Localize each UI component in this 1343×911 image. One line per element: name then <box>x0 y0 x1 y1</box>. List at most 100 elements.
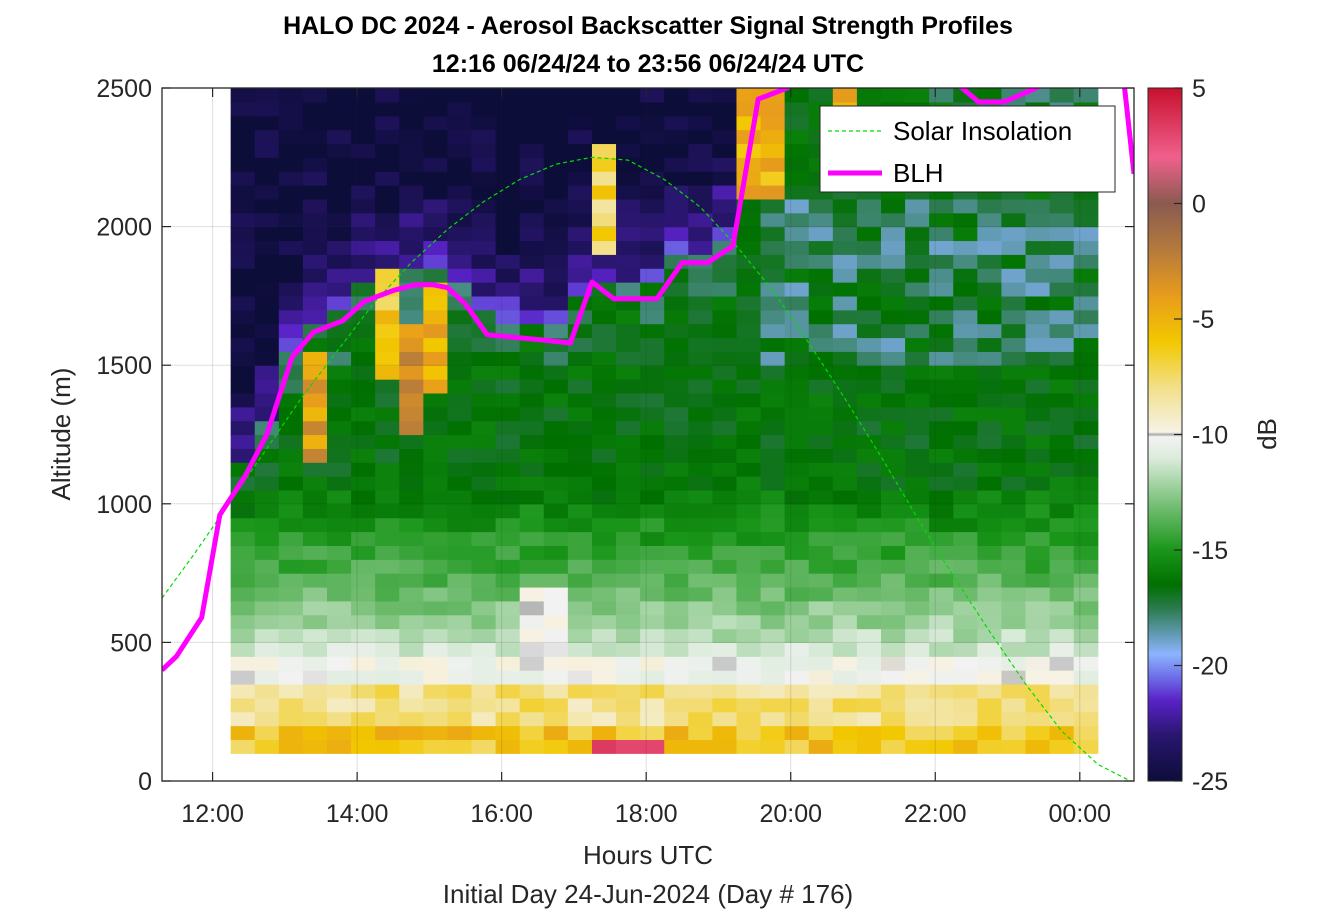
heatmap-cell <box>567 268 593 283</box>
heatmap-cell <box>760 379 786 394</box>
heatmap-cell <box>471 503 497 519</box>
heatmap-cell <box>881 656 906 671</box>
heatmap-cell <box>712 600 738 616</box>
heatmap-cell <box>784 697 810 713</box>
heatmap-cell <box>616 240 641 255</box>
heatmap-cell <box>1073 573 1099 588</box>
heatmap-cell <box>808 448 834 463</box>
heatmap-cell <box>230 295 256 311</box>
heatmap-cell <box>423 323 449 339</box>
heatmap-cell <box>1001 489 1027 505</box>
heatmap-cell <box>616 88 641 103</box>
heatmap-cell <box>351 365 376 380</box>
heatmap-cell <box>302 559 328 574</box>
heatmap-cell <box>977 254 1003 269</box>
heatmap-cell <box>567 628 593 643</box>
heatmap-cell <box>591 711 617 727</box>
heatmap-cell <box>1001 212 1027 228</box>
heatmap-cell <box>712 157 738 172</box>
heatmap-cell <box>856 545 882 560</box>
heatmap-cell <box>254 739 280 754</box>
heatmap-cell <box>591 143 617 158</box>
heatmap-cell <box>953 697 978 713</box>
heatmap-cell <box>230 559 256 574</box>
heatmap-cell <box>664 642 689 657</box>
heatmap-cell <box>616 503 641 519</box>
heatmap-cell <box>929 476 954 491</box>
heatmap-cell <box>591 670 617 685</box>
heatmap-cell <box>519 392 545 408</box>
heatmap-cell <box>905 198 930 214</box>
heatmap-cell <box>375 101 400 117</box>
heatmap-cell <box>230 379 256 394</box>
heatmap-cell <box>688 725 713 741</box>
heatmap-cell <box>929 656 954 671</box>
heatmap-cell <box>664 573 689 588</box>
heatmap-cell <box>808 739 834 754</box>
heatmap-cell <box>1025 365 1051 380</box>
heatmap-cell <box>447 309 473 325</box>
heatmap-cell <box>447 420 473 436</box>
heatmap-cell <box>423 448 449 463</box>
heatmap-cell <box>278 545 304 560</box>
heatmap-cell <box>1001 406 1027 422</box>
heatmap-cell <box>881 462 906 477</box>
heatmap-cell <box>302 573 328 588</box>
heatmap-cell <box>471 434 497 449</box>
heatmap-cell <box>567 434 593 449</box>
heatmap-cell <box>929 697 954 713</box>
heatmap-cell <box>351 545 376 560</box>
heatmap-cell <box>784 212 810 228</box>
heatmap-cell <box>760 600 786 616</box>
heatmap-cell <box>688 268 713 283</box>
heatmap-cell <box>736 670 762 685</box>
heatmap-cell <box>519 711 545 727</box>
heatmap-cell <box>736 295 762 311</box>
heatmap-cell <box>591 725 617 741</box>
heatmap-cell <box>1001 448 1027 463</box>
heatmap-cell <box>471 586 497 602</box>
heatmap-cell <box>302 171 328 186</box>
heatmap-cell <box>977 448 1003 463</box>
heatmap-cell <box>856 586 882 602</box>
heatmap-cell <box>832 379 858 394</box>
heatmap-cell <box>1025 212 1051 228</box>
heatmap-cell <box>543 517 569 533</box>
heatmap-cell <box>808 434 834 449</box>
heatmap-cell <box>1073 586 1099 602</box>
heatmap-cell <box>519 420 545 436</box>
heatmap-cell <box>423 143 449 158</box>
heatmap-cell <box>881 323 906 339</box>
heatmap-cell <box>977 711 1003 727</box>
heatmap-cell <box>1049 628 1075 643</box>
heatmap-cell <box>929 628 954 643</box>
heatmap-cell <box>375 531 400 546</box>
heatmap-cell <box>688 392 713 408</box>
heatmap-cell <box>519 503 545 519</box>
heatmap-cell <box>471 683 497 699</box>
heatmap-cell <box>1001 323 1027 339</box>
heatmap-cell <box>327 448 352 463</box>
heatmap-cell <box>351 185 376 200</box>
heatmap-cell <box>375 628 400 643</box>
heatmap-cell <box>495 517 521 533</box>
heatmap-cell <box>375 573 400 588</box>
heatmap-cell <box>254 697 280 713</box>
heatmap-cell <box>327 586 352 602</box>
heatmap-cell <box>953 406 978 422</box>
heatmap-cell <box>832 503 858 519</box>
heatmap-cell <box>784 295 810 311</box>
heatmap-cell <box>929 573 954 588</box>
heatmap-cell <box>688 295 713 311</box>
heatmap-cell <box>1073 198 1099 214</box>
heatmap-cell <box>760 476 786 491</box>
heatmap-cell <box>327 503 352 519</box>
heatmap-cell <box>254 295 280 311</box>
heatmap-cell <box>905 697 930 713</box>
heatmap-cell <box>905 88 930 103</box>
heatmap-cell <box>736 240 762 255</box>
heatmap-cell <box>929 489 954 505</box>
heatmap-cell <box>447 697 473 713</box>
heatmap-cell <box>712 725 738 741</box>
heatmap-cell <box>302 185 328 200</box>
